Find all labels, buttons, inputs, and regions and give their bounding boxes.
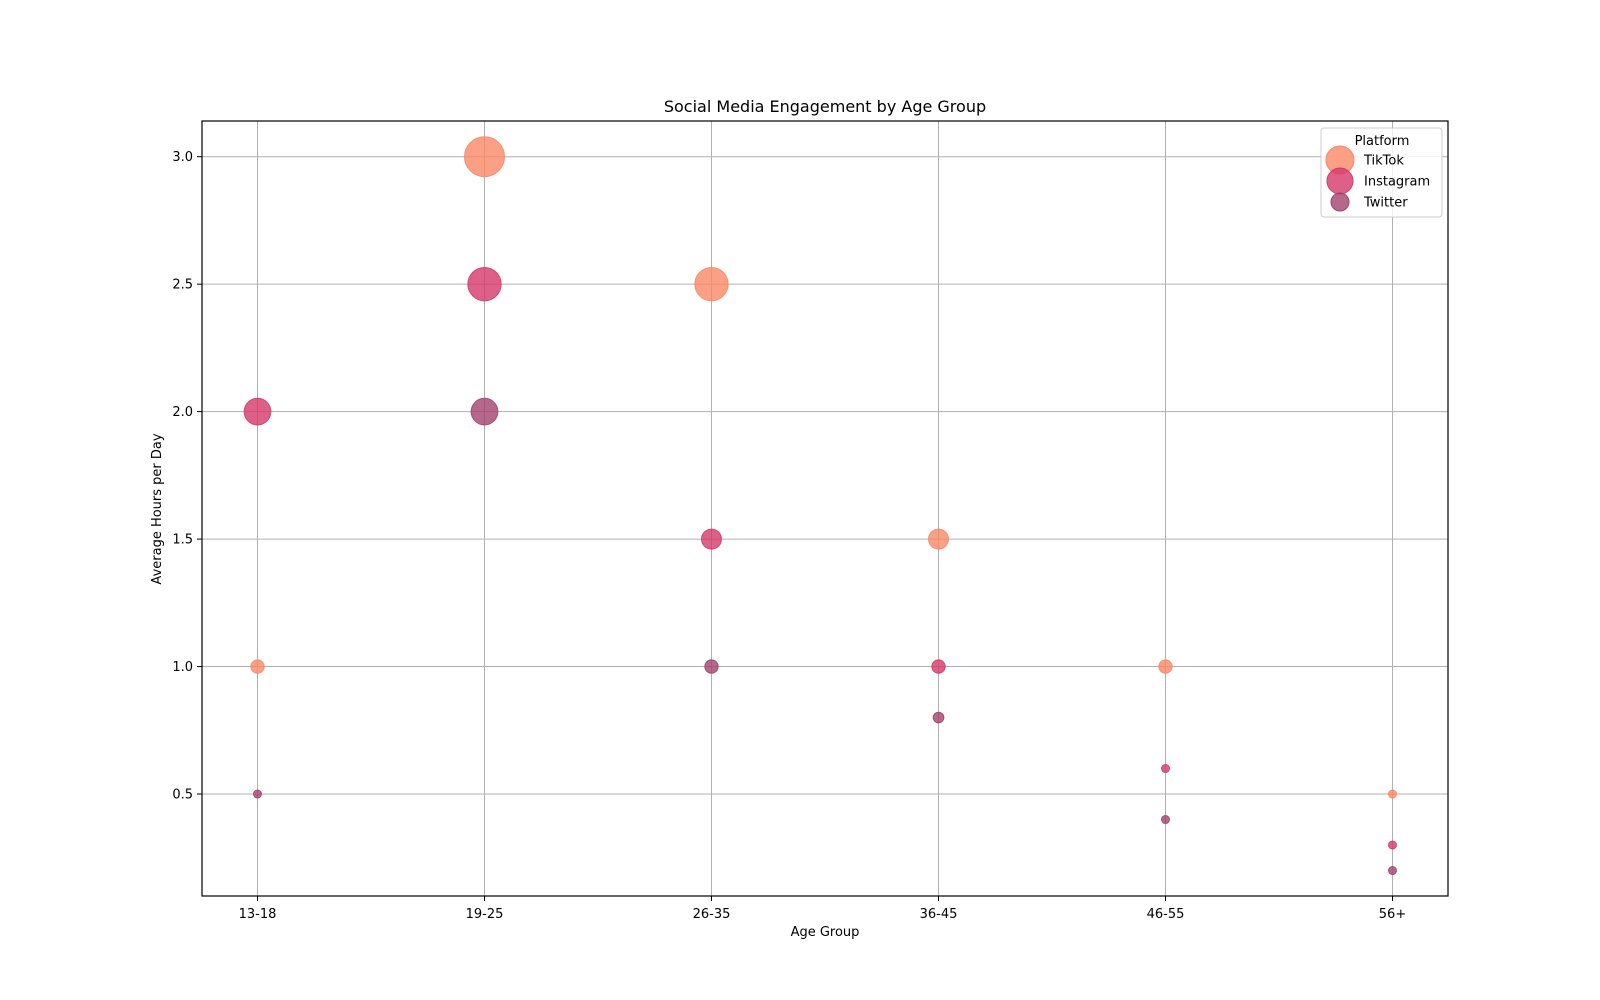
instagram-legend-label: Instagram	[1364, 175, 1430, 190]
legend-entries: TikTok Instagram Twitter	[1325, 145, 1430, 212]
twitter-bubble	[1388, 866, 1397, 876]
legend-box	[1320, 127, 1443, 218]
x-tick-label: 36-45	[920, 907, 958, 922]
tiktok-bubble	[1388, 789, 1397, 799]
tiktok-bubble	[1158, 659, 1173, 674]
x-tick-label: 13-18	[239, 907, 277, 922]
grid-layer	[202, 121, 1448, 896]
y-axis-label: Average Hours per Day	[150, 433, 165, 584]
y-tick-label: 1.5	[172, 533, 193, 548]
tick-layer: 13-18 19-25 26-35 36-45 46-55 56+ 0.5 1.0 1.5 2.0…	[172, 150, 1406, 922]
instagram-legend-marker	[1326, 167, 1354, 195]
x-tick-label: 19-25	[466, 907, 504, 922]
y-tick-label: 3.0	[172, 150, 193, 165]
plot-area-frame	[201, 120, 1449, 897]
instagram-bubble	[467, 266, 502, 302]
instagram-bubble	[1161, 764, 1170, 774]
tiktok-bubble	[694, 266, 729, 302]
twitter-bubble	[253, 789, 262, 799]
y-tick-label: 2.0	[172, 405, 193, 420]
twitter-bubble	[932, 711, 945, 724]
twitter-bubble	[704, 659, 719, 674]
y-tick-label: 2.5	[172, 278, 193, 293]
y-tick-label: 1.0	[172, 660, 193, 675]
y-tick-label: 0.5	[172, 788, 193, 803]
x-tick-label: 26-35	[693, 907, 731, 922]
x-tick-label: 46-55	[1147, 907, 1185, 922]
legend: Platform TikTok Instagram Twitter	[1320, 127, 1443, 218]
tiktok-legend-label: TikTok	[1363, 154, 1404, 169]
x-tick-label: 56+	[1379, 907, 1406, 922]
tiktok-bubble	[928, 528, 949, 550]
tiktok-bubble	[464, 136, 505, 178]
chart-title: Social Media Engagement by Age Group	[664, 97, 986, 116]
legend-title: Platform	[1355, 134, 1410, 149]
instagram-bubble	[931, 659, 946, 674]
twitter-bubble	[470, 397, 499, 426]
x-axis-label: Age Group	[791, 925, 860, 940]
instagram-bubble	[1388, 840, 1397, 850]
twitter-bubble	[1161, 815, 1170, 825]
twitter-legend-label: Twitter	[1363, 196, 1408, 211]
tiktok-bubble	[250, 659, 265, 674]
instagram-bubble	[243, 397, 272, 426]
bubble-layer	[243, 136, 1397, 876]
instagram-bubble	[701, 528, 722, 550]
twitter-legend-marker	[1330, 192, 1350, 212]
